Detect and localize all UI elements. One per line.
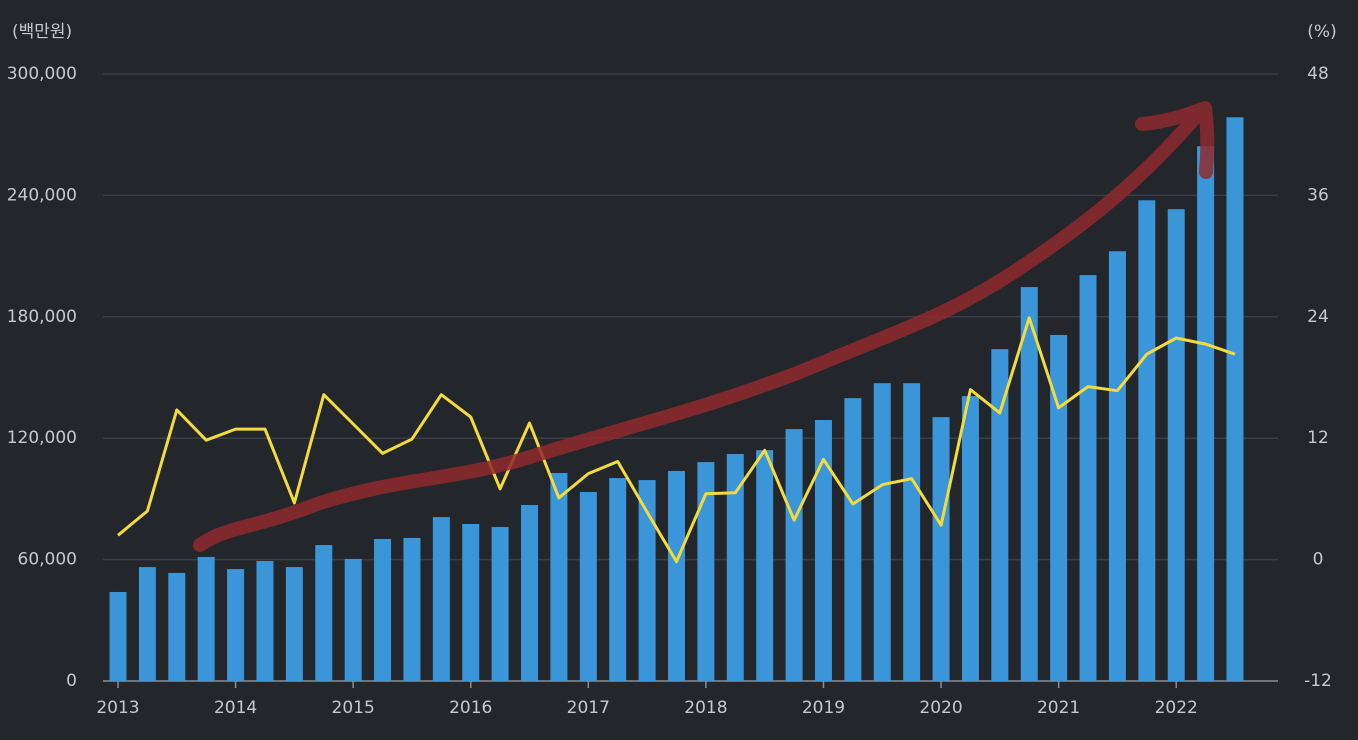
y2-tick-label: 24	[1307, 307, 1329, 327]
bar	[697, 462, 715, 681]
y2-tick-label: 48	[1307, 64, 1329, 84]
annotation-arrow	[193, 101, 1215, 552]
bar	[609, 478, 627, 681]
bar	[197, 556, 215, 681]
bar	[462, 523, 480, 681]
bar	[579, 492, 597, 681]
y-tick-label: 240,000	[7, 185, 77, 205]
bar	[168, 572, 186, 681]
bar	[403, 537, 421, 681]
y2-axis-label: (%)	[1307, 22, 1336, 42]
x-tick-label: 2017	[567, 698, 610, 718]
bar	[1197, 146, 1215, 681]
bar	[932, 417, 950, 681]
y-tick-label: 0	[66, 671, 77, 691]
x-tick-label: 2022	[1155, 698, 1198, 718]
bar	[1050, 335, 1068, 681]
y2-tick-label: 0	[1313, 550, 1324, 570]
bar	[873, 383, 891, 681]
x-tick-label: 2015	[332, 698, 375, 718]
y-tick-label: 180,000	[7, 307, 77, 327]
bar	[285, 567, 303, 681]
bar	[227, 569, 245, 681]
bar	[726, 453, 744, 681]
x-tick-label: 2013	[96, 698, 139, 718]
bar	[256, 561, 274, 681]
y2-tick-label: -12	[1304, 671, 1332, 691]
x-tick-label: 2018	[684, 698, 727, 718]
bar	[814, 419, 832, 681]
y-tick-label: 120,000	[7, 428, 77, 448]
bar	[1020, 287, 1038, 681]
bar	[638, 480, 656, 681]
bar	[668, 470, 685, 681]
x-tick-label: 2021	[1037, 698, 1080, 718]
bar	[491, 527, 509, 681]
bar	[374, 538, 392, 681]
y2-tick-label: 12	[1307, 428, 1329, 448]
bar	[1079, 275, 1097, 681]
bar	[903, 383, 921, 681]
bar	[109, 591, 127, 681]
line	[117, 316, 1236, 564]
bar	[138, 567, 156, 681]
bar	[1167, 209, 1185, 681]
x-tick-label: 2016	[449, 698, 492, 718]
x-tick-label: 2019	[802, 698, 845, 718]
bar	[521, 504, 539, 681]
bar	[961, 396, 979, 681]
bar	[756, 450, 774, 681]
x-tick-label: 2014	[214, 698, 257, 718]
arrow-shaft	[193, 105, 1207, 552]
x-tick-label: 2020	[919, 698, 962, 718]
bar	[344, 558, 362, 681]
bar	[550, 473, 568, 681]
y-tick-label: 300,000	[7, 64, 77, 84]
bar	[1108, 251, 1126, 681]
bar	[315, 545, 333, 681]
y-axis-label: (백만원)	[12, 22, 72, 42]
y2-tick-label: 36	[1307, 185, 1329, 205]
bar	[844, 398, 862, 681]
bar	[432, 517, 450, 681]
bar	[785, 429, 803, 681]
bar	[1226, 117, 1244, 682]
bar	[991, 349, 1009, 681]
bar	[1138, 200, 1156, 682]
y-tick-label: 60,000	[18, 550, 77, 570]
arrow-head	[1135, 101, 1215, 179]
